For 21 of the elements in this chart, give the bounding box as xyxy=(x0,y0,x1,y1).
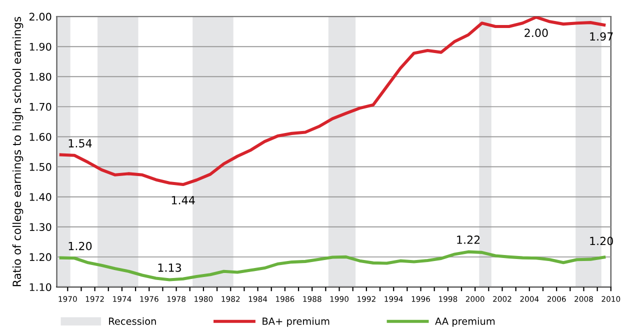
y-tick-label: 2.00 xyxy=(29,12,52,21)
y-tick-label: 1.70 xyxy=(30,102,52,111)
y-axis-title: Ratio of college earnings to high school earnings xyxy=(12,16,24,286)
y-tick-label: 1.50 xyxy=(30,163,52,171)
annotation: 1.54 xyxy=(68,139,92,148)
legend-label: AA premium xyxy=(435,317,495,327)
y-tick-label: 1.10 xyxy=(30,283,52,292)
y-tick-label: 1.60 xyxy=(30,132,52,141)
line-series xyxy=(59,250,606,282)
legend-label: Recession xyxy=(109,317,156,325)
y-tick-label: 1.40 xyxy=(30,193,52,201)
annotation: 1.44 xyxy=(172,196,195,204)
legend-label: BA+ premium xyxy=(262,317,330,327)
y-tick-label: 1.90 xyxy=(30,42,52,51)
annotation: 2.00 xyxy=(524,28,548,38)
y-tick-label: 1.20 xyxy=(30,253,52,262)
y-tick-label: 1.30 xyxy=(30,223,52,231)
annotation: 1.22 xyxy=(457,236,480,244)
annotation: 1.13 xyxy=(158,263,181,272)
annotation: 1.20 xyxy=(68,242,92,250)
y-tick-label: 1.80 xyxy=(30,72,52,81)
